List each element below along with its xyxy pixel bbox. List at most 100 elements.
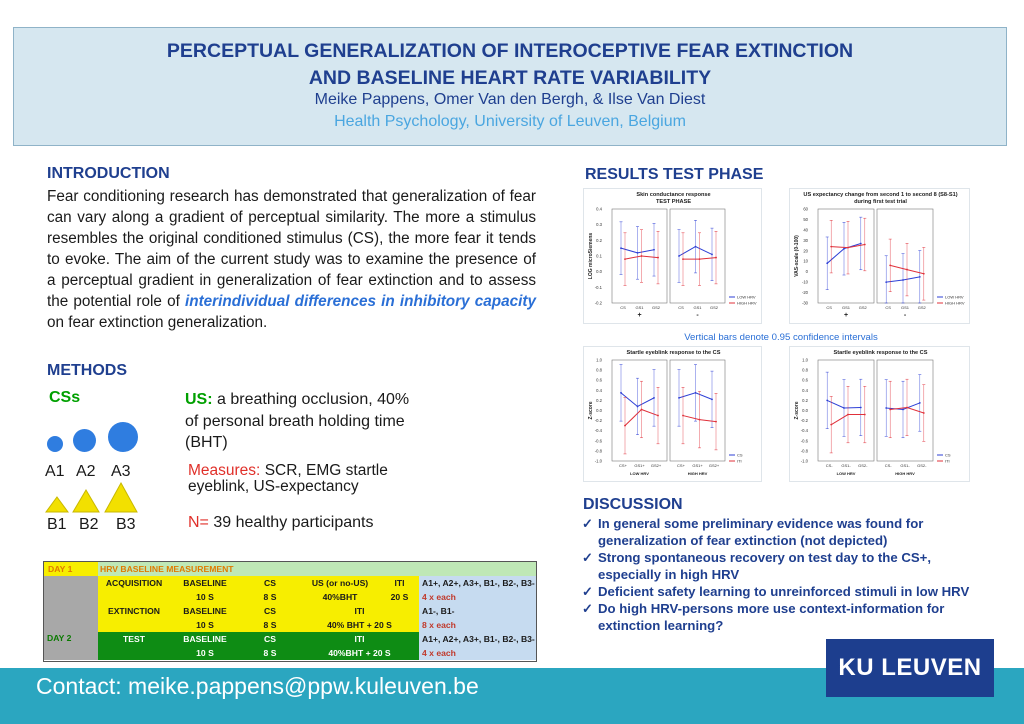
chart-1-legend-label: LOW HRV <box>945 295 964 300</box>
circle-a1-icon <box>47 436 63 452</box>
chart-0-point <box>694 245 697 248</box>
chart-3-ytick: -0.2 <box>801 418 809 423</box>
day2-label: DAY 2 <box>44 632 98 660</box>
discussion-item-text: Strong spontaneous recovery on test day … <box>598 550 932 582</box>
chart-0-xtick: GS2 <box>652 305 661 310</box>
chart-1-xtick: CS <box>885 305 891 310</box>
discussion-heading: DISCUSSION <box>583 496 683 513</box>
sample-size: N= 39 healthy participants <box>188 514 373 532</box>
test-repetitions: 4 x each <box>422 647 456 658</box>
test-iti: ITI <box>354 633 365 644</box>
acq-cs-dur: 8 S <box>263 591 277 602</box>
chart-2-legend-label: CS <box>737 453 743 458</box>
chart-1-xtick: GS2 <box>859 305 868 310</box>
chart-3-xtick: CS- <box>885 463 893 468</box>
chart-2-point <box>715 420 717 423</box>
chart-3-xtick: CS- <box>826 463 834 468</box>
discussion-item-text: Deficient safety learning to unreinforce… <box>598 584 970 599</box>
chart-0-legend-label: LOW HRV <box>737 295 756 300</box>
acq-phase: ACQUISITION <box>105 577 163 588</box>
chart-3-point <box>889 408 892 411</box>
acq-stimuli: A1+, A2+, A3+, B1-, B2-, B3- <box>422 577 535 588</box>
chart-0-xtick: GS1 <box>635 305 644 310</box>
day1-label: DAY 1 <box>44 562 98 576</box>
chart-3-xtick: GS2- <box>858 463 868 468</box>
chart-1-panel-label: + <box>844 312 848 319</box>
chart-1-xtick: GS1 <box>842 305 851 310</box>
chart-0-subtitle: TEST PHASE <box>656 199 691 205</box>
acq-baseline-dur: 10 S <box>196 591 214 602</box>
chart-0-ytick: 0.2 <box>596 238 602 243</box>
chart-1-point <box>918 275 921 278</box>
results-heading: RESULTS TEST PHASE <box>585 166 764 183</box>
measures-description: Measures: SCR, EMG startle eyeblink, US-… <box>188 463 418 495</box>
chart-1-title: US expectancy change from second 1 to se… <box>803 192 957 198</box>
chart-0-point <box>698 258 701 261</box>
chart-1-xtick: GS1 <box>901 305 910 310</box>
chart-2-point <box>682 414 684 417</box>
chart-3-point <box>922 412 925 414</box>
acq-iti-dur: 20 S <box>390 591 409 602</box>
chart-1-ytick: 20 <box>803 248 808 253</box>
chart-1-point <box>843 247 845 250</box>
ext-baseline-dur: 10 S <box>196 619 214 630</box>
chart-3-point <box>843 407 845 409</box>
procedure-table: DAY 1 HRV BASELINE MEASUREMENT ACQUISITI… <box>43 561 537 662</box>
chart-0-panel-label: + <box>637 312 641 319</box>
chart-3-xtick: GS2- <box>917 463 927 468</box>
ext-phase: EXTINCTION <box>107 605 161 616</box>
chart-2-ytick: 0.0 <box>596 408 602 413</box>
chart-0-point <box>715 256 717 259</box>
ku-leuven-logo: KU LEUVEN <box>826 639 994 697</box>
chart-1-point <box>859 242 862 245</box>
triangle-b1-icon <box>45 496 69 513</box>
introduction-text: Fear conditioning research has demonstra… <box>47 186 536 333</box>
chart-0-point <box>640 255 643 257</box>
title-banner: PERCEPTUAL GENERALIZATION OF INTEROCEPTI… <box>13 27 1007 146</box>
chart-3-panel-label: LOW HRV <box>837 471 856 476</box>
startle-cs-plus-chart: Startle eyeblink response to the CS Z-sco… <box>588 350 743 476</box>
chart-2-point <box>653 396 655 399</box>
chart-0-point <box>682 258 684 261</box>
chart-3-legend-label: ITI <box>945 459 950 464</box>
chart-1-ytick: -20 <box>802 290 809 295</box>
chart-0-point <box>657 256 659 259</box>
chart-1-point <box>889 264 892 267</box>
test-block <box>98 632 419 660</box>
chart-2-ytick: 0.2 <box>596 398 602 403</box>
label-b3: B3 <box>116 516 136 533</box>
ext-iti-dur: 40% BHT + 20 S <box>327 619 392 630</box>
measures-text: SCR, EMG startle eyeblink, US-expectancy <box>188 462 388 495</box>
chart-2-point <box>694 391 697 394</box>
chart-2-legend-label: ITI <box>737 459 742 464</box>
chart-3-legend-label: CS <box>945 453 951 458</box>
poster-title-line2: AND BASELINE HEART RATE VARIABILITY <box>308 67 712 89</box>
chart-1-legend-label: HIGH HRV <box>945 301 965 306</box>
startle-cs-plus-figure: Startle eyeblink response to the CS Z-sco… <box>583 346 762 482</box>
ext-iti: ITI <box>354 605 365 616</box>
chart-0-title: Skin conductance response <box>636 192 710 198</box>
chart-3-point <box>863 413 866 416</box>
measures-label: Measures: <box>188 462 261 479</box>
chart-0-xtick: GS2 <box>710 305 719 310</box>
intro-text-before: Fear conditioning research has demonstra… <box>47 188 536 310</box>
methods-heading: METHODS <box>47 362 127 379</box>
circle-a2-icon <box>73 429 96 452</box>
chart-2-xtick: CS+ <box>619 463 628 468</box>
intro-text-after: on fear extinction generalization. <box>47 314 268 331</box>
us-expectancy-figure: US expectancy change from second 1 to se… <box>789 188 970 324</box>
chart-2-xtick: CS+ <box>677 463 686 468</box>
chart-3-xtick: GS1- <box>841 463 851 468</box>
chart-3-point <box>902 408 904 411</box>
test-phase: TEST <box>123 633 145 644</box>
introduction-heading: INTRODUCTION <box>47 165 170 182</box>
chart-3-panel-frame <box>876 359 934 462</box>
chart-3-point <box>859 406 862 409</box>
checkmark-icon: ✓ <box>582 516 594 531</box>
ext-repetitions: 8 x each <box>422 619 456 630</box>
chart-0-ylabel: LOG microSiemens <box>588 233 594 280</box>
chart-1-point <box>902 279 904 281</box>
chart-2-ytick: -0.6 <box>595 438 603 443</box>
us-label: US: <box>185 391 213 408</box>
affiliation: Health Psychology, University of Leuven,… <box>334 113 686 130</box>
